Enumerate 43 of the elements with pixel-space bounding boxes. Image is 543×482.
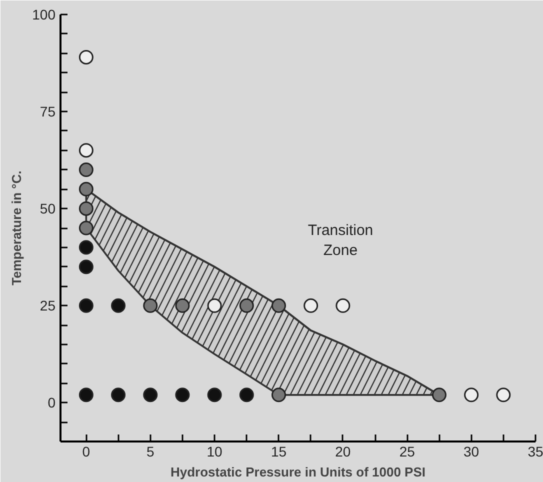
point — [78, 240, 94, 255]
x-axis-title: Hydrostatic Pressure in Units of 1000 PSI — [170, 464, 426, 480]
y-tick-label: 0 — [48, 394, 56, 411]
point — [78, 182, 94, 196]
x-tick-label: 25 — [399, 444, 416, 460]
x-tick-label: 35 — [528, 444, 543, 460]
point — [78, 298, 94, 313]
x-tick-label: 15 — [270, 444, 287, 460]
point — [143, 388, 158, 402]
y-tick-label: 50 — [40, 200, 56, 217]
point — [271, 388, 286, 402]
point — [78, 388, 94, 402]
point — [111, 298, 126, 313]
point — [207, 298, 222, 313]
x-tick-label: 20 — [335, 444, 351, 460]
point — [432, 388, 446, 402]
point — [111, 388, 126, 402]
point — [78, 220, 94, 236]
y-tick-label: 100 — [32, 6, 56, 22]
point — [304, 298, 318, 313]
point — [239, 388, 254, 402]
y-axis-title: Temperature in °C. — [9, 170, 24, 286]
x-tick-label: 30 — [464, 444, 480, 460]
x-tick-label: 5 — [146, 444, 154, 460]
point — [271, 298, 286, 313]
y-tick-label: 75 — [40, 104, 56, 120]
point — [496, 388, 511, 402]
annotation: Transition Zone — [308, 222, 374, 260]
point — [143, 298, 158, 313]
x-tick-label: 0 — [82, 444, 90, 460]
point — [78, 143, 94, 158]
point — [239, 298, 254, 313]
x-tick-label: 10 — [206, 444, 223, 460]
point — [78, 162, 94, 178]
point — [207, 388, 222, 402]
point — [336, 298, 350, 313]
point — [464, 388, 479, 402]
point — [78, 260, 94, 274]
point — [175, 388, 190, 402]
point — [175, 298, 190, 313]
y-tick-label: 25 — [40, 298, 56, 314]
point — [78, 201, 94, 216]
point — [78, 50, 94, 64]
